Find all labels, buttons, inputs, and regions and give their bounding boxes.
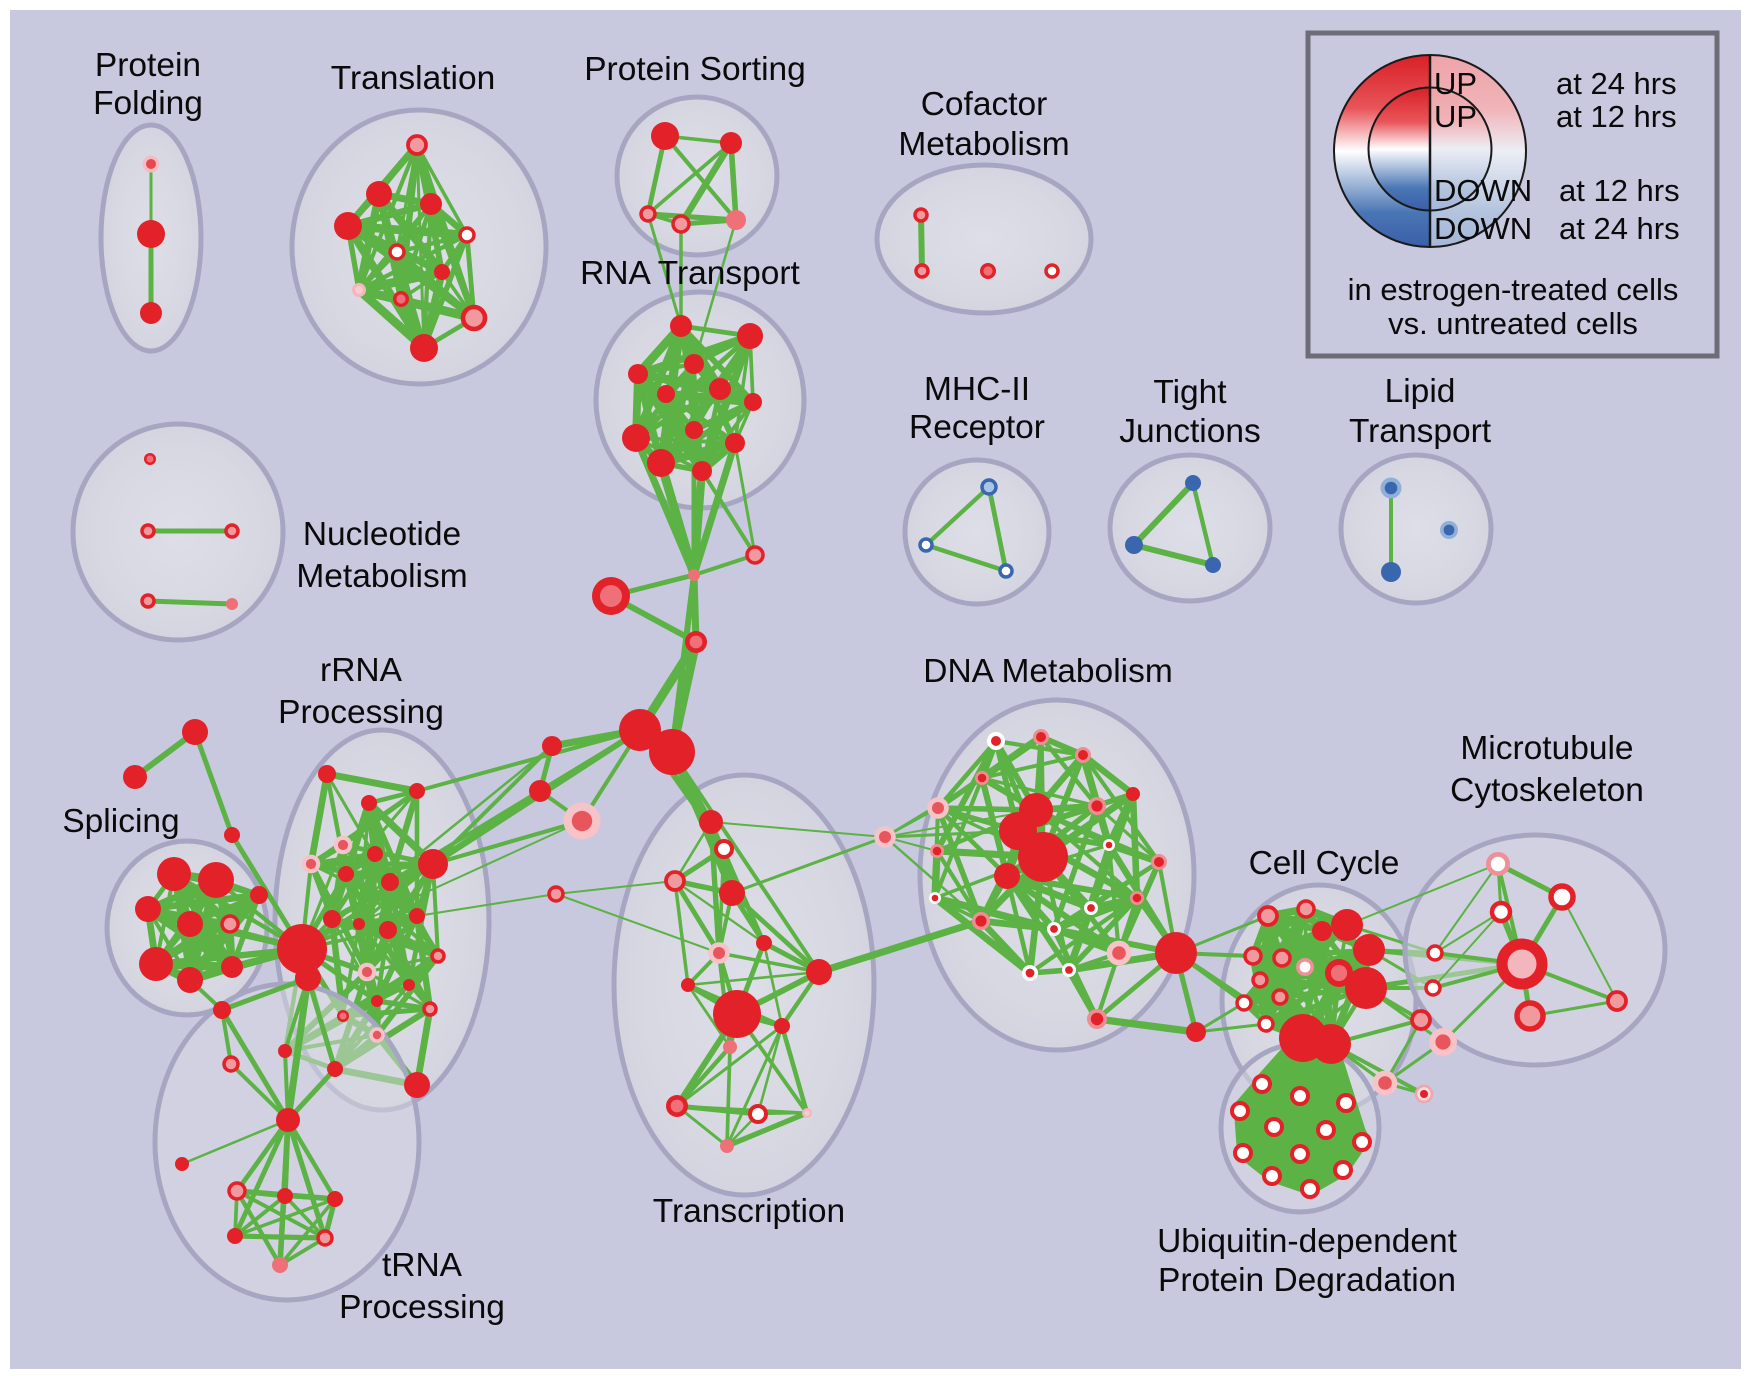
svg-text:tRNA: tRNA	[382, 1247, 463, 1284]
svg-text:Protein Sorting: Protein Sorting	[584, 51, 806, 88]
svg-text:Transcription: Transcription	[653, 1193, 845, 1230]
svg-text:UP: UP	[1434, 99, 1477, 134]
svg-text:at 12 hrs: at 12 hrs	[1556, 99, 1677, 134]
svg-text:rRNA: rRNA	[320, 652, 403, 689]
svg-text:in estrogen-treated cells: in estrogen-treated cells	[1348, 272, 1679, 307]
svg-text:Translation: Translation	[331, 60, 495, 97]
svg-text:Receptor: Receptor	[909, 409, 1045, 446]
svg-text:Tight: Tight	[1153, 374, 1227, 411]
svg-text:Ubiquitin-dependent: Ubiquitin-dependent	[1157, 1223, 1458, 1260]
svg-text:Cytoskeleton: Cytoskeleton	[1450, 772, 1644, 809]
svg-text:Cofactor: Cofactor	[921, 86, 1048, 123]
svg-text:Protein Degradation: Protein Degradation	[1158, 1262, 1456, 1299]
svg-text:DNA Metabolism: DNA Metabolism	[923, 653, 1172, 690]
svg-text:Metabolism: Metabolism	[898, 126, 1069, 163]
svg-text:RNA Transport: RNA Transport	[580, 255, 800, 292]
svg-text:Metabolism: Metabolism	[296, 558, 467, 595]
svg-text:vs. untreated cells: vs. untreated cells	[1388, 306, 1638, 341]
svg-text:Microtubule: Microtubule	[1460, 730, 1633, 767]
svg-text:Splicing: Splicing	[62, 803, 179, 840]
svg-text:DOWN: DOWN	[1434, 211, 1532, 246]
svg-text:at 24 hrs: at 24 hrs	[1559, 211, 1680, 246]
svg-text:Transport: Transport	[1349, 413, 1492, 450]
svg-text:Folding: Folding	[93, 85, 203, 122]
svg-text:DOWN: DOWN	[1434, 173, 1532, 208]
svg-text:at 12 hrs: at 12 hrs	[1559, 173, 1680, 208]
svg-text:MHC-II: MHC-II	[924, 371, 1030, 408]
svg-text:Nucleotide: Nucleotide	[303, 516, 461, 553]
svg-text:Protein: Protein	[95, 47, 201, 84]
svg-text:UP: UP	[1434, 66, 1477, 101]
svg-text:Processing: Processing	[278, 694, 444, 731]
svg-text:Lipid: Lipid	[1385, 373, 1456, 410]
svg-text:Cell Cycle: Cell Cycle	[1249, 845, 1400, 882]
svg-text:at 24 hrs: at 24 hrs	[1556, 66, 1677, 101]
svg-text:Junctions: Junctions	[1119, 413, 1261, 450]
svg-text:Processing: Processing	[339, 1289, 505, 1326]
